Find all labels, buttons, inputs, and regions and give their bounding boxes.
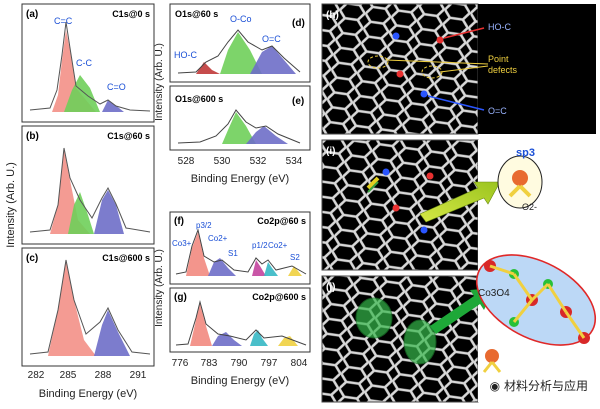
right-column: (h) HO-C Point defects O=C (i) sp3 <box>321 3 597 403</box>
co2p-tick-1: 776 <box>172 358 189 369</box>
peak-label-s2: S2 <box>290 253 300 262</box>
peak-label-c-double-o: C=O <box>107 82 126 92</box>
peak-label-co3: Co3+ <box>172 239 192 248</box>
panel-i: (i) sp3 O2- <box>321 139 596 271</box>
left-ylabel: Intensity (Arb. U.) <box>5 162 17 248</box>
panel-e: (e) O1s@600 s <box>169 85 311 151</box>
o1s-tick-2: 530 <box>214 156 231 167</box>
annotation-o2-ion: O2- <box>522 202 537 212</box>
panel-c-letter: (c) <box>26 253 38 264</box>
co2p-tick-4: 797 <box>261 358 278 369</box>
panel-b-label: C1s@60 s <box>107 131 150 141</box>
panel-i-letter: (i) <box>326 146 335 157</box>
panel-a-label: C1s@0 s <box>112 9 150 19</box>
peak-label-o-co: O-Co <box>230 14 252 24</box>
wechat-icon: ◉ <box>489 379 501 393</box>
left-tick-3: 288 <box>95 370 112 381</box>
o1s-tick-3: 532 <box>250 156 267 167</box>
panel-h-letter: (h) <box>326 10 339 21</box>
panel-a: (a) C1s@0 s C=C C-C C=O <box>21 3 155 123</box>
co2p-tick-5: 804 <box>291 358 308 369</box>
peak-label-co2-b: Co2+ <box>268 241 288 250</box>
peak-label-p12: p1/2 <box>252 241 268 250</box>
watermark-text: 材料分析与应用 <box>503 379 588 393</box>
left-column: Intensity (Arb. U.) (a) C1s@0 s C=C C-C … <box>5 3 155 400</box>
panel-d: (d) O1s@60 s HO-C O-Co O=C <box>169 3 311 83</box>
annotation-point-defects: Point defects <box>488 54 518 75</box>
peak-label-s1: S1 <box>228 249 238 258</box>
panel-f: (f) Co2p@60 s Co3+ p3/2 Co2+ S1 p1/2 Co2… <box>169 211 311 285</box>
panel-b: (b) C1s@60 s <box>21 125 155 245</box>
annotation-ho-c: HO-C <box>488 22 511 32</box>
left-tick-4: 291 <box>130 370 147 381</box>
annotation-o-double-c: O=C <box>488 106 507 116</box>
left-tick-1: 282 <box>28 370 45 381</box>
middle-bottom-column: Intensity (Arb. U.) (f) Co2p@60 s Co3+ p… <box>154 211 311 387</box>
middle-top-xlabel: Binding Energy (eV) <box>191 173 289 185</box>
red-oxygen-atom <box>436 36 444 44</box>
panel-a-letter: (a) <box>26 9 38 20</box>
peak-label-o-double-c: O=C <box>262 34 281 44</box>
panel-f-letter: (f) <box>174 216 184 227</box>
panel-g-label: Co2p@600 s <box>252 292 306 302</box>
panel-j-letter: (j) <box>326 282 335 293</box>
arrow-to-sp3 <box>419 181 501 223</box>
peak-label-p32: p3/2 <box>196 221 212 230</box>
middle-top-ylabel: Intensity (Arb. U.) <box>154 43 165 121</box>
middle-bottom-x-axis: 776 783 790 797 804 <box>172 358 308 369</box>
blue-oxygen-atom <box>392 32 400 40</box>
panel-c: (c) C1s@600 s <box>21 247 155 367</box>
middle-top-x-axis: 528 530 532 534 <box>178 156 303 167</box>
panel-b-letter: (b) <box>26 131 39 142</box>
panel-e-letter: (e) <box>292 96 304 107</box>
panel-e-label: O1s@600 s <box>175 94 223 104</box>
panel-d-label: O1s@60 s <box>175 9 218 19</box>
peak-label-c-double-c: C=C <box>54 16 73 26</box>
middle-bottom-xlabel: Binding Energy (eV) <box>191 375 289 387</box>
annotation-co3o4: Co3O4 <box>478 288 510 299</box>
middle-top-column: Intensity (Arb. U.) (d) O1s@60 s HO-C O-… <box>154 3 311 185</box>
peak-label-co2-a: Co2+ <box>208 234 228 243</box>
left-x-axis: 282 285 288 291 <box>28 370 147 381</box>
co2p-tick-3: 790 <box>231 358 248 369</box>
panel-d-letter: (d) <box>292 18 305 29</box>
o1s-tick-4: 534 <box>286 156 303 167</box>
panel-f-label: Co2p@60 s <box>257 216 306 226</box>
panel-h: (h) HO-C Point defects O=C <box>321 3 596 135</box>
left-tick-2: 285 <box>60 370 77 381</box>
co2p-tick-2: 783 <box>201 358 218 369</box>
co3o4-cluster <box>355 297 393 339</box>
o1s-tick-1: 528 <box>178 156 195 167</box>
peak-label-ho-c: HO-C <box>174 50 197 60</box>
peak-label-c-c: C-C <box>76 58 92 68</box>
panel-c-label: C1s@600 s <box>102 253 150 263</box>
left-xlabel: Binding Energy (eV) <box>39 388 137 400</box>
middle-bottom-ylabel: Intensity (Arb. U.) <box>154 249 165 327</box>
panel-g: (g) Co2p@600 s <box>169 287 311 353</box>
panel-g-letter: (g) <box>174 292 187 303</box>
annotation-sp3: sp3 <box>516 147 535 159</box>
watermark: ◉ 材料分析与应用 <box>485 376 592 395</box>
